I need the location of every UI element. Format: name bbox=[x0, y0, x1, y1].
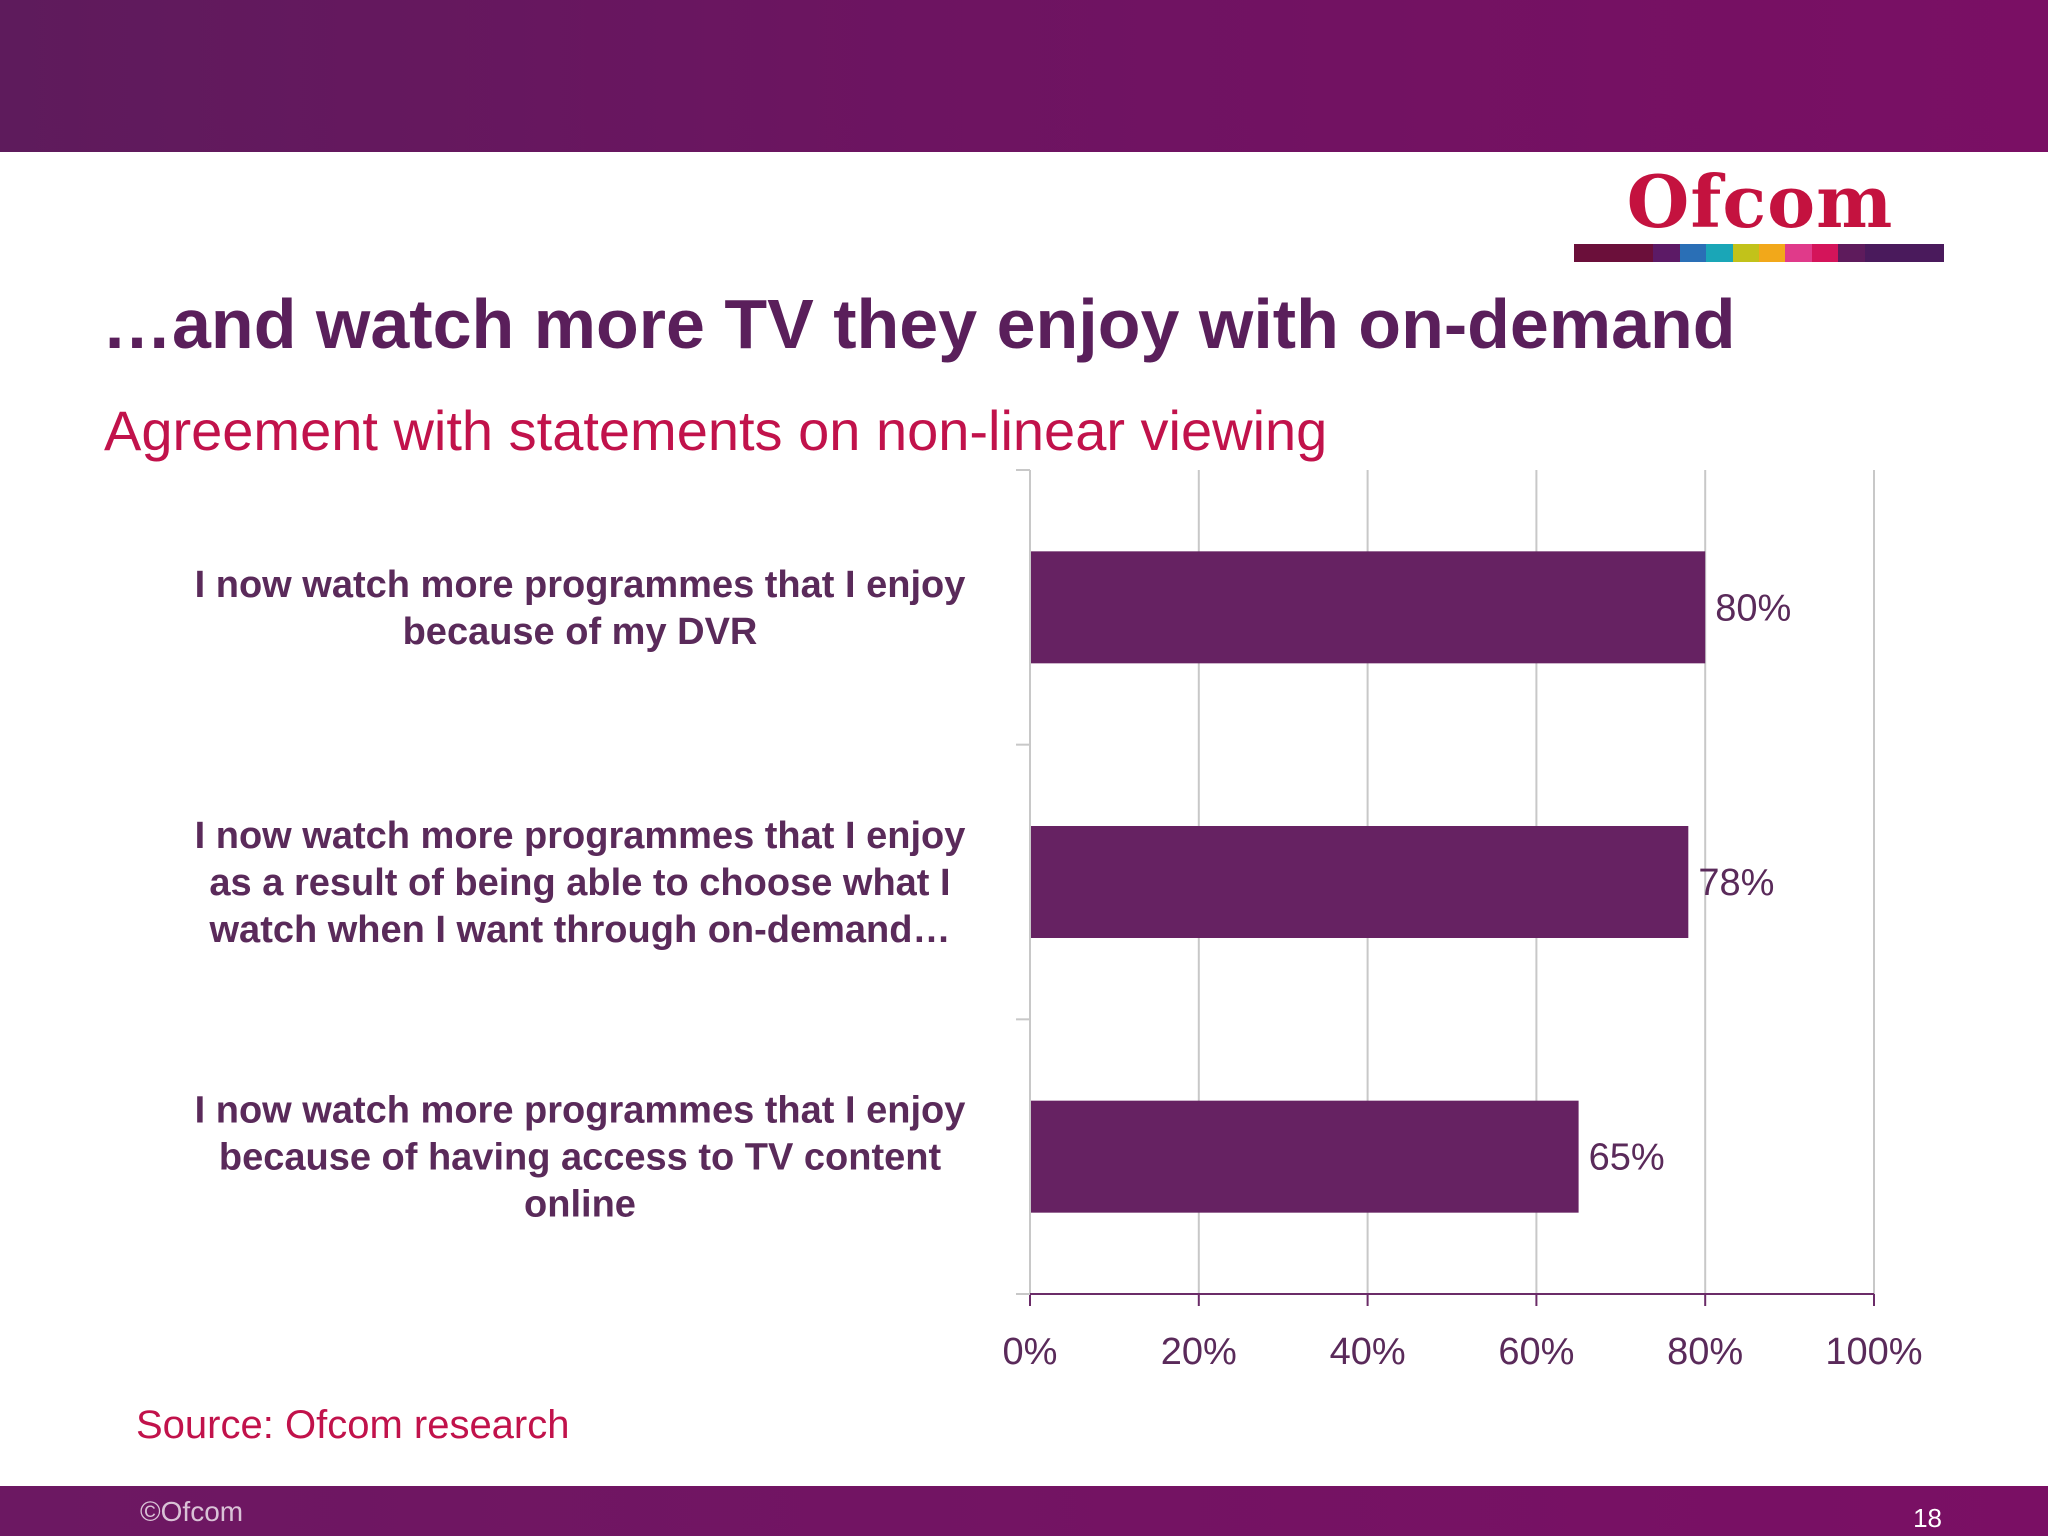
x-tick-label: 60% bbox=[1498, 1331, 1574, 1373]
logo-stripe-segment bbox=[1864, 244, 1944, 262]
labels: 0% 20% 40% 60% 80% 100% 80% I now watch more pr… bbox=[195, 564, 1923, 1373]
x-tick-label: 100% bbox=[1825, 1331, 1922, 1373]
category-label-line: I now watch more programmes that I enjoy bbox=[195, 564, 966, 606]
x-tick-label: 40% bbox=[1330, 1331, 1406, 1373]
category-label: I now watch more programmes that I enjoy… bbox=[195, 815, 966, 951]
footer-band bbox=[0, 1486, 2048, 1536]
data-label: 65% bbox=[1589, 1137, 1665, 1179]
bars bbox=[1030, 551, 1706, 1213]
axes bbox=[1016, 469, 1875, 1306]
logo-stripe-segment bbox=[1758, 244, 1786, 262]
category-label-line: as a result of being able to choose what… bbox=[209, 862, 950, 904]
logo-stripe-segment bbox=[1811, 244, 1839, 262]
x-tick-label: 80% bbox=[1667, 1331, 1743, 1373]
logo-stripe-segment bbox=[1653, 244, 1680, 262]
logo-wordmark: Ofcom bbox=[1626, 159, 1894, 244]
category-label: I now watch more programmes that I enjoy… bbox=[195, 564, 966, 653]
category-label-line: watch when I want through on-demand… bbox=[209, 909, 951, 951]
logo-stripe-segment bbox=[1679, 244, 1707, 262]
data-label: 78% bbox=[1698, 862, 1774, 904]
source-note: Source: Ofcom research bbox=[136, 1403, 570, 1447]
logo-stripe-segment bbox=[1706, 244, 1733, 262]
slide-title: …and watch more TV they enjoy with on-de… bbox=[102, 285, 1736, 363]
x-tick-label: 0% bbox=[1003, 1331, 1058, 1373]
bar bbox=[1030, 826, 1689, 938]
data-label: 80% bbox=[1715, 587, 1791, 629]
x-tick-label: 20% bbox=[1161, 1331, 1237, 1373]
logo-stripe-segment bbox=[1732, 244, 1759, 262]
category-label: I now watch more programmes that I enjoy… bbox=[195, 1090, 966, 1226]
logo-stripe-segment bbox=[1574, 244, 1654, 262]
header-band bbox=[0, 0, 2048, 152]
bar bbox=[1030, 551, 1706, 664]
category-label-line: because of my DVR bbox=[403, 611, 758, 653]
category-label-line: I now watch more programmes that I enjoy bbox=[195, 1090, 966, 1132]
ofcom-logo: Ofcom bbox=[1570, 160, 1950, 264]
category-label-line: online bbox=[524, 1184, 636, 1226]
footer-copyright: ©Ofcom bbox=[140, 1496, 244, 1527]
logo-stripe-segment bbox=[1785, 244, 1812, 262]
logo-stripe-segment bbox=[1838, 244, 1865, 262]
page-number: 18 bbox=[1913, 1503, 1942, 1533]
bar bbox=[1030, 1100, 1579, 1213]
category-label-line: I now watch more programmes that I enjoy bbox=[195, 815, 966, 857]
category-label-line: because of having access to TV content bbox=[219, 1137, 942, 1179]
slide-subtitle: Agreement with statements on non-linear … bbox=[104, 399, 1328, 462]
logo-color-stripe bbox=[1574, 244, 1944, 262]
